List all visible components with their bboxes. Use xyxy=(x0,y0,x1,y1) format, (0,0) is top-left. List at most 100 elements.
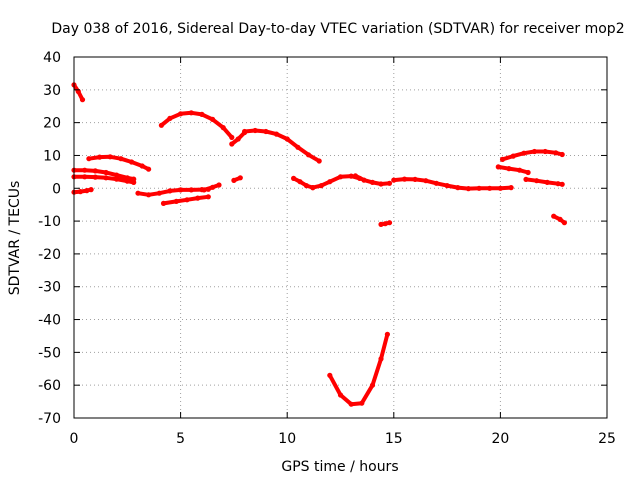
data-point xyxy=(178,187,184,193)
data-point xyxy=(291,175,297,181)
data-point xyxy=(131,179,137,185)
x-tick-label: 0 xyxy=(70,431,79,447)
data-point xyxy=(86,156,92,162)
data-point xyxy=(561,220,568,226)
data-point xyxy=(465,186,471,192)
y-tick-label: 0 xyxy=(52,181,61,197)
y-tick-label: 40 xyxy=(43,50,61,66)
data-point xyxy=(199,111,205,117)
y-tick-label: -30 xyxy=(38,280,61,296)
data-point xyxy=(184,197,190,203)
series-arc-5 xyxy=(86,154,152,172)
y-tick-labels: -70 -60 -50 -40 -30 -20 -10 0 10 20 30 40 xyxy=(38,50,61,427)
data-point xyxy=(523,176,529,182)
y-tick-label: 20 xyxy=(43,116,61,132)
data-point xyxy=(310,185,316,191)
data-point xyxy=(316,158,322,164)
series-arc-9 xyxy=(158,110,235,140)
series-arc-8 xyxy=(201,182,222,193)
series-arc-4 xyxy=(71,187,94,195)
data-point xyxy=(327,179,333,185)
data-point xyxy=(499,156,506,162)
x-tick-label: 25 xyxy=(598,431,616,447)
data-point xyxy=(273,131,280,137)
data-point xyxy=(195,195,201,201)
data-point xyxy=(361,177,367,183)
data-point xyxy=(318,183,324,189)
data-point xyxy=(476,185,482,191)
data-point xyxy=(242,128,248,135)
data-point xyxy=(297,179,303,185)
series-arc-15 xyxy=(352,173,393,187)
data-point xyxy=(229,141,235,147)
data-point xyxy=(92,174,98,180)
data-point xyxy=(542,148,548,155)
series-arc-17 xyxy=(327,331,390,407)
series-arc-6 xyxy=(135,186,211,198)
data-point xyxy=(284,136,290,142)
series-arc-20 xyxy=(499,148,565,162)
data-point xyxy=(210,184,216,190)
data-point xyxy=(103,175,109,181)
data-point xyxy=(506,166,512,172)
y-tick-label: 10 xyxy=(43,148,61,164)
data-point xyxy=(114,172,120,178)
data-point xyxy=(521,150,527,156)
data-point xyxy=(559,151,565,158)
data-point xyxy=(337,174,344,180)
data-point xyxy=(178,111,184,117)
data-point xyxy=(525,169,531,176)
x-axis-label: GPS time / hours xyxy=(281,459,398,475)
x-tick-labels: 0 5 10 15 20 25 xyxy=(70,431,616,447)
data-point xyxy=(386,220,393,226)
y-tick-label: -60 xyxy=(38,378,61,394)
data-point xyxy=(263,128,269,135)
data-point xyxy=(384,331,390,337)
data-point xyxy=(235,136,241,142)
data-point xyxy=(369,382,376,388)
data-point xyxy=(88,187,94,193)
series-arc-21 xyxy=(523,176,565,187)
gridlines xyxy=(74,57,607,418)
data-point xyxy=(77,189,83,195)
data-point xyxy=(118,156,124,162)
data-point xyxy=(97,154,103,160)
y-tick-label: 30 xyxy=(43,83,61,99)
y-tick-label: -70 xyxy=(38,411,61,427)
data-point xyxy=(231,177,237,183)
data-point xyxy=(517,167,523,173)
data-point xyxy=(455,185,461,191)
data-point xyxy=(139,163,145,169)
y-axis-label: SDTVAR / TECUs xyxy=(7,181,23,296)
data-point xyxy=(82,167,88,173)
data-point xyxy=(167,188,173,194)
data-point xyxy=(173,198,179,204)
series-arc-19 xyxy=(495,164,531,176)
data-point xyxy=(129,159,135,165)
data-point xyxy=(544,179,550,185)
data-point xyxy=(391,177,397,183)
y-tick-label: -10 xyxy=(38,214,61,230)
data-point xyxy=(433,180,439,186)
data-point xyxy=(84,188,90,194)
series-arc-11 xyxy=(231,175,243,183)
data-point xyxy=(252,127,258,134)
data-point xyxy=(531,148,538,155)
data-point xyxy=(107,154,113,160)
series-arc-16 xyxy=(378,220,393,227)
y-tick-label: -20 xyxy=(38,247,61,263)
data-point xyxy=(378,181,384,187)
x-tick-label: 5 xyxy=(176,431,185,447)
data-point xyxy=(295,144,301,150)
data-point xyxy=(205,194,211,200)
data-point xyxy=(555,181,561,187)
data-point xyxy=(124,178,130,184)
data-point xyxy=(210,116,216,122)
data-point xyxy=(303,183,309,189)
x-tick-label: 20 xyxy=(491,431,509,447)
y-tick-label: -40 xyxy=(38,313,61,329)
data-point xyxy=(382,221,388,227)
data-point xyxy=(156,190,162,196)
series-arc-12 xyxy=(242,127,322,164)
data-point xyxy=(82,174,88,180)
